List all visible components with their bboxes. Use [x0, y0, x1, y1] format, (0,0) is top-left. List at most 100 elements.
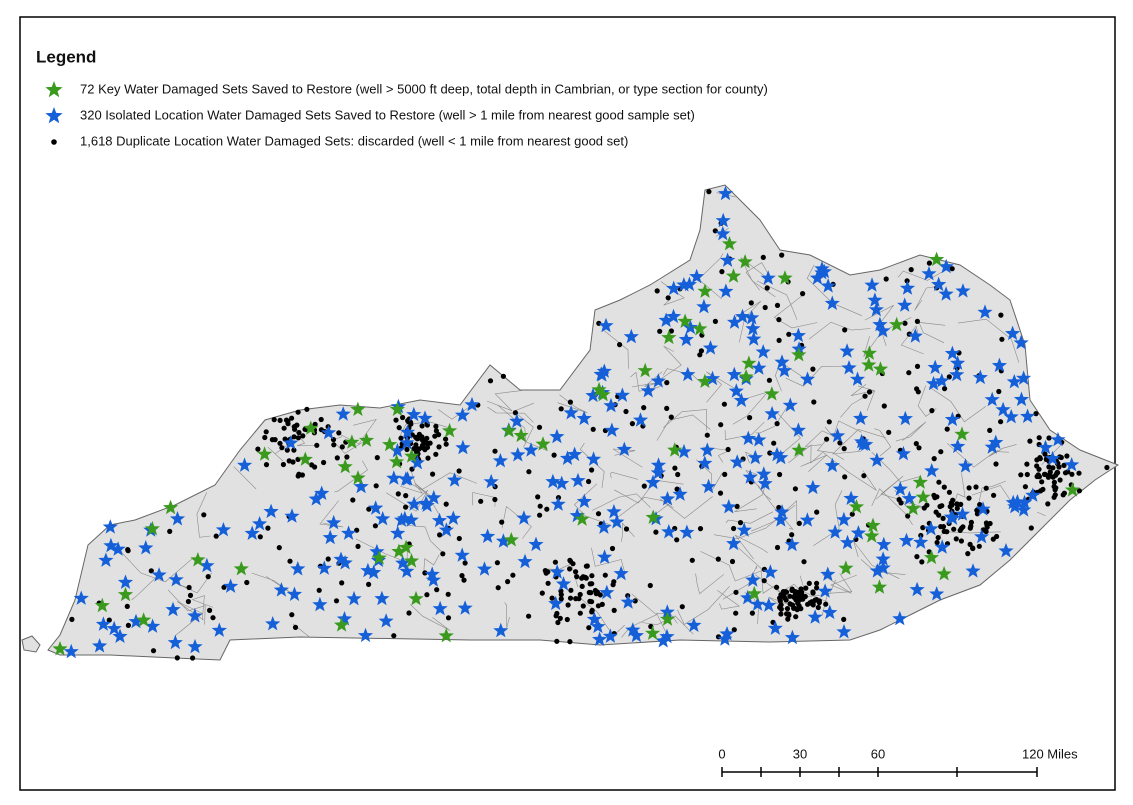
discarded-dot	[938, 524, 944, 530]
discarded-dot	[344, 454, 350, 460]
isolated-star	[599, 584, 615, 600]
isolated-star	[290, 561, 306, 576]
county-line	[486, 390, 523, 412]
discarded-dot	[805, 601, 811, 607]
key-star	[923, 549, 940, 565]
discarded-dot	[842, 327, 848, 333]
key-star	[861, 357, 877, 372]
isolated-star	[464, 396, 480, 412]
isolated-star	[769, 446, 785, 462]
isolated-star	[596, 363, 612, 378]
isolated-star	[764, 405, 780, 421]
discarded-dot	[931, 492, 937, 498]
discarded-dot	[403, 493, 409, 499]
discarded-dot	[976, 543, 982, 549]
discarded-dot	[965, 551, 971, 557]
sample-markers	[52, 185, 1110, 661]
county-line	[662, 368, 705, 386]
isolated-star	[602, 628, 618, 643]
isolated-star	[187, 638, 203, 654]
discarded-dot	[611, 607, 617, 614]
discarded-dot	[300, 433, 306, 439]
discarded-dot	[999, 336, 1005, 342]
discarded-dot	[443, 436, 449, 442]
isolated-star	[592, 631, 608, 646]
isolated-star	[913, 534, 929, 549]
discarded-dot	[941, 484, 947, 490]
discarded-dot	[526, 613, 532, 619]
county-line	[755, 402, 791, 434]
discarded-dot	[416, 431, 422, 437]
discarded-dot	[1051, 479, 1057, 485]
county-line	[806, 264, 863, 317]
county-line	[732, 391, 769, 425]
isolated-star	[187, 608, 203, 623]
discarded-dot	[595, 603, 602, 609]
isolated-star	[659, 491, 676, 506]
isolated-star	[666, 280, 682, 296]
discarded-dot	[567, 639, 573, 645]
discarded-dot	[433, 423, 439, 429]
discarded-dot	[729, 558, 736, 565]
key-star	[721, 236, 738, 251]
isolated-star	[746, 331, 762, 346]
key-star	[725, 268, 742, 283]
county-line	[918, 322, 946, 344]
county-line	[438, 402, 477, 420]
discarded-dot	[372, 523, 378, 529]
discarded-dot	[748, 300, 754, 306]
discarded-dot	[983, 528, 989, 535]
isolated-star	[151, 567, 167, 582]
discarded-dot	[291, 447, 297, 453]
isolated-star	[620, 594, 636, 609]
discarded-dot	[567, 399, 574, 405]
county-line	[874, 428, 892, 457]
discarded-dot	[589, 467, 595, 473]
isolated-star	[790, 422, 806, 437]
discarded-dot	[994, 533, 1000, 540]
isolated-star	[545, 473, 561, 489]
isolated-star	[454, 547, 470, 562]
isolated-star	[839, 534, 856, 550]
isolated-star	[283, 435, 299, 450]
isolated-star	[892, 481, 908, 496]
discarded-dot	[914, 554, 920, 560]
discarded-dot	[1046, 464, 1052, 470]
discarded-dot	[935, 535, 941, 541]
discarded-dot	[336, 430, 342, 436]
key-star	[861, 345, 877, 360]
discarded-dot	[697, 352, 703, 358]
discarded-dot	[283, 417, 290, 423]
county-line	[808, 321, 871, 340]
discarded-dot	[931, 456, 937, 462]
discarded-dot	[373, 483, 379, 489]
key-star	[389, 401, 405, 416]
isolated-star	[321, 424, 337, 440]
discarded-dot	[974, 507, 980, 513]
discarded-dot	[461, 577, 467, 583]
county-line	[703, 446, 731, 463]
county-line	[174, 572, 212, 594]
county-line	[897, 266, 952, 281]
discarded-dot	[796, 520, 802, 527]
discarded-dot	[886, 429, 892, 435]
legend-item: 72 Key Water Damaged Sets Saved to Resto…	[80, 81, 768, 96]
discarded-dot	[706, 189, 712, 195]
discarded-dot	[424, 435, 430, 441]
isolated-star	[625, 622, 641, 637]
isolated-star	[720, 252, 736, 267]
discarded-dot	[915, 389, 921, 395]
discarded-dot	[443, 501, 449, 507]
discarded-dot	[973, 484, 979, 490]
isolated-star	[397, 510, 413, 526]
discarded-dot	[565, 602, 571, 608]
discarded-dot	[958, 538, 965, 544]
discarded-dot	[588, 590, 594, 596]
key-star	[777, 270, 793, 285]
isolated-star	[747, 449, 763, 465]
isolated-star	[805, 479, 821, 495]
discarded-dot	[265, 525, 271, 531]
discarded-dot	[419, 423, 425, 429]
county-line	[409, 604, 451, 631]
county-line	[928, 386, 987, 423]
